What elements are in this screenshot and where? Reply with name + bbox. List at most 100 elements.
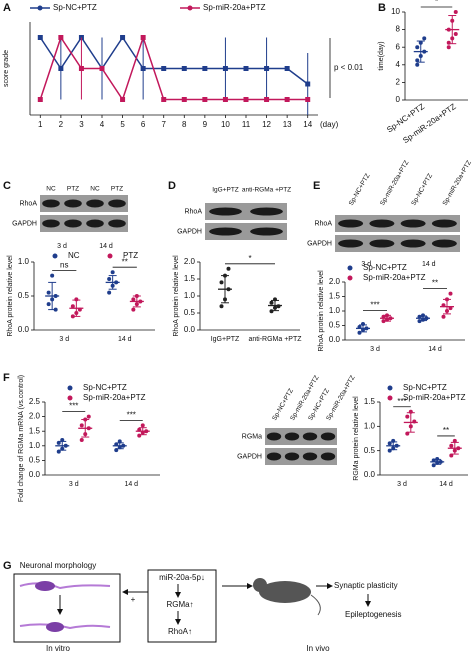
legend-label: Sp-NC+PTZ bbox=[363, 263, 407, 272]
point bbox=[415, 58, 420, 63]
legend-marker bbox=[52, 253, 58, 259]
y-tick-label: 0 bbox=[396, 95, 401, 104]
blot-strip bbox=[205, 203, 287, 220]
x-tick-label: IgG+PTZ bbox=[211, 336, 240, 343]
legend-marker bbox=[67, 385, 73, 391]
y-tick-label: 6 bbox=[396, 42, 401, 51]
blot-band bbox=[284, 432, 300, 441]
x-tick-label: anti-RGMa +PTZ bbox=[248, 336, 302, 343]
significance: ns bbox=[60, 261, 68, 270]
blot-lane-label: PTZ bbox=[67, 186, 79, 193]
point bbox=[161, 66, 167, 71]
blot-time-label: 3 d bbox=[57, 243, 67, 250]
y-tick-label: 1.0 bbox=[184, 291, 196, 300]
box bbox=[13, 573, 121, 643]
legend-marker bbox=[37, 5, 43, 11]
point bbox=[78, 66, 84, 71]
blot-band bbox=[266, 452, 282, 461]
x-tick-label: 7 bbox=[161, 120, 166, 129]
diagram-text: RGMa↑ bbox=[166, 600, 193, 609]
blot-band bbox=[266, 432, 282, 441]
point bbox=[219, 280, 224, 285]
point bbox=[46, 302, 51, 307]
point bbox=[120, 35, 126, 40]
point bbox=[161, 97, 167, 102]
x-tick-label: 9 bbox=[203, 120, 208, 129]
point bbox=[446, 40, 451, 45]
blot-row-label: GAPDH bbox=[307, 240, 332, 247]
point bbox=[357, 330, 362, 335]
significance: ** bbox=[443, 426, 449, 435]
blot-strip bbox=[40, 195, 128, 212]
legend-label: Sp-NC+PTZ bbox=[83, 383, 127, 392]
x-tick-label: 5 bbox=[120, 120, 125, 129]
blot-lane-label: PTZ bbox=[111, 186, 123, 193]
point bbox=[131, 297, 136, 302]
diagram: Neuronal morphology In vitro + miR-20a-5… bbox=[13, 561, 401, 653]
point bbox=[222, 66, 228, 71]
legend-marker bbox=[347, 265, 353, 271]
y-tick-label: 1.5 bbox=[364, 397, 376, 406]
y-axis-label: RhoA protein relative level bbox=[173, 255, 180, 337]
blot-lane-label: IgG+PTZ bbox=[212, 187, 239, 194]
point bbox=[415, 62, 420, 67]
point bbox=[422, 36, 427, 41]
point bbox=[284, 66, 290, 71]
y-tick-label: 1.0 bbox=[18, 257, 30, 266]
blot-row-label: RhoA bbox=[19, 200, 37, 207]
blot-band bbox=[302, 452, 318, 461]
legend-label: Sp-miR-20a+PTZ bbox=[83, 393, 146, 402]
blot-band bbox=[86, 219, 104, 228]
annotation: p < 0.01 bbox=[334, 63, 364, 72]
point bbox=[441, 314, 446, 319]
panel-letter: G bbox=[3, 560, 12, 572]
diagram-text: + bbox=[131, 595, 136, 604]
point bbox=[86, 414, 91, 419]
y-tick-label: 8 bbox=[396, 25, 401, 34]
x-tick-label: Sp-miR-20a+PTZ bbox=[401, 102, 457, 145]
blot-band bbox=[302, 432, 318, 441]
y-tick-label: 2.5 bbox=[29, 397, 41, 406]
blot-band bbox=[250, 227, 283, 236]
y-tick-label: 1.5 bbox=[184, 274, 196, 283]
y-axis-label: RhoA protein relative level bbox=[7, 255, 14, 337]
blot-band bbox=[64, 199, 82, 208]
neuron bbox=[46, 622, 64, 632]
point bbox=[219, 304, 224, 309]
point bbox=[284, 97, 290, 102]
x-tick-label: 14 d bbox=[124, 481, 138, 488]
y-tick-label: 4 bbox=[396, 60, 401, 69]
panel-letter: B bbox=[378, 2, 386, 14]
blot-row-label: GAPDH bbox=[12, 220, 37, 227]
mouse bbox=[259, 581, 311, 603]
point bbox=[107, 290, 112, 295]
panel-letter: A bbox=[3, 2, 11, 14]
diagram-text: Synaptic plasticity bbox=[334, 581, 398, 590]
legend-marker bbox=[387, 395, 393, 401]
point bbox=[276, 304, 281, 309]
diagram-text: Neuronal morphology bbox=[20, 561, 97, 570]
blot-band bbox=[369, 239, 395, 248]
point bbox=[243, 97, 249, 102]
blot-lane-label: Sp-miR-20a+PTZ bbox=[379, 159, 410, 206]
point bbox=[415, 45, 420, 50]
x-tick-label: 14 d bbox=[118, 336, 132, 343]
point bbox=[140, 423, 145, 428]
point bbox=[181, 97, 187, 102]
point bbox=[37, 97, 43, 102]
x-tick-label: 1 bbox=[38, 120, 43, 129]
diagram-text: Epileptogenesis bbox=[345, 610, 401, 619]
point bbox=[305, 97, 311, 102]
point bbox=[202, 66, 208, 71]
point bbox=[453, 32, 458, 36]
blot-strip bbox=[40, 215, 128, 232]
x-tick-label: 11 bbox=[242, 120, 251, 129]
point bbox=[99, 66, 105, 71]
panel-letter: C bbox=[3, 180, 11, 192]
blot-band bbox=[400, 239, 426, 248]
y-tick-label: 1.0 bbox=[364, 421, 376, 430]
y-tick-label: 10 bbox=[391, 7, 400, 16]
diagram-text: In vivo bbox=[306, 644, 330, 653]
blot-strip bbox=[335, 235, 460, 252]
point bbox=[181, 66, 187, 71]
